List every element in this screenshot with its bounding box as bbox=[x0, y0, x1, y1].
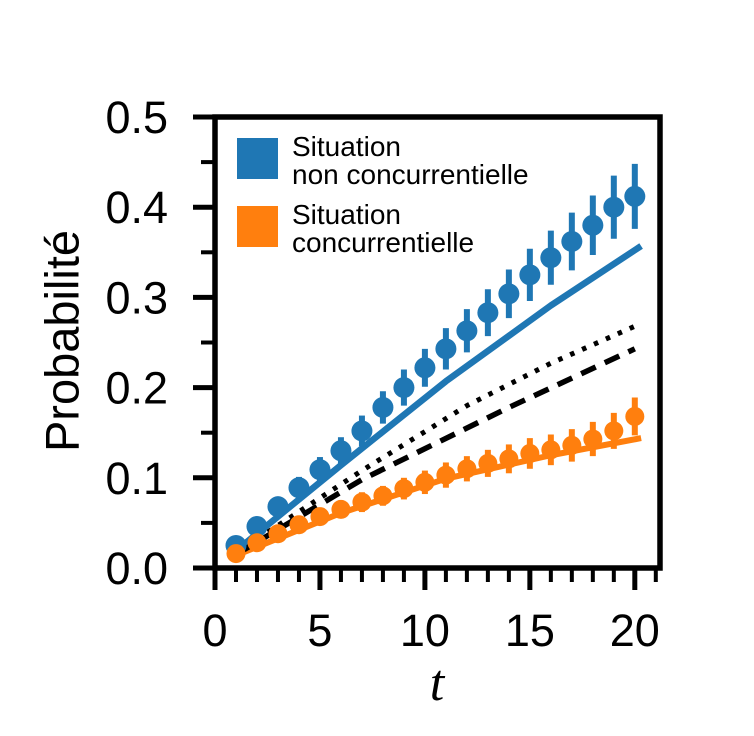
plot-area: 0 5 10 15 20 0.0 0.1 0.2 0.3 0.4 0.5 bbox=[105, 92, 663, 656]
x-tick-labels: 0 5 10 15 20 bbox=[202, 605, 659, 656]
y-tick-labels: 0.0 0.1 0.2 0.3 0.4 0.5 bbox=[105, 92, 168, 594]
orange-scatter-marker bbox=[352, 492, 372, 512]
black-dotted-line bbox=[255, 323, 636, 542]
blue-scatter-marker bbox=[477, 302, 499, 324]
legend-label-line2: non concurrentielle bbox=[292, 159, 529, 190]
orange-scatter-marker bbox=[289, 515, 309, 535]
orange-scatter-marker bbox=[541, 440, 561, 460]
x-ticks bbox=[212, 568, 658, 590]
orange-scatter-marker bbox=[583, 429, 603, 449]
y-tick-label: 0.4 bbox=[105, 182, 168, 233]
y-tick-label: 0.3 bbox=[105, 272, 168, 323]
axes-box bbox=[212, 114, 663, 571]
orange-scatter-marker bbox=[604, 421, 624, 441]
legend-swatch-orange bbox=[237, 206, 278, 247]
y-ticks bbox=[193, 114, 215, 571]
orange-scatter-marker bbox=[436, 465, 456, 485]
orange-scatter-marker bbox=[310, 507, 330, 527]
blue-scatter-marker bbox=[288, 477, 310, 499]
blue-scatter-marker bbox=[582, 214, 604, 236]
y-tick-label: 0.1 bbox=[105, 453, 168, 504]
blue-scatter-marker bbox=[603, 196, 625, 218]
series-blue-scatter bbox=[225, 163, 646, 556]
orange-scatter-marker bbox=[562, 435, 582, 455]
blue-line bbox=[233, 243, 643, 554]
blue-scatter-marker bbox=[624, 185, 646, 207]
series-black-dotted-line bbox=[255, 323, 636, 542]
blue-scatter-marker bbox=[309, 459, 331, 481]
legend-item-non-concurrentielle: Situation non concurrentielle bbox=[237, 131, 529, 190]
blue-scatter-marker bbox=[330, 440, 352, 462]
orange-scatter-marker bbox=[394, 479, 414, 499]
orange-scatter-marker bbox=[457, 459, 477, 479]
series-black-dashed-line bbox=[234, 346, 636, 557]
y-tick-label: 0.2 bbox=[105, 363, 168, 414]
orange-scatter-marker bbox=[247, 533, 267, 553]
y-tick-label: 0.5 bbox=[105, 92, 168, 143]
blue-scatter-marker bbox=[540, 247, 562, 269]
orange-scatter-marker bbox=[499, 449, 519, 469]
blue-scatter-marker bbox=[372, 396, 394, 418]
orange-scatter-marker bbox=[373, 486, 393, 506]
orange-scatter-marker bbox=[520, 443, 540, 463]
blue-scatter-marker bbox=[561, 230, 583, 252]
x-tick-label: 10 bbox=[400, 605, 450, 656]
x-tick-label: 5 bbox=[307, 605, 332, 656]
series-blue-line bbox=[233, 243, 643, 554]
blue-scatter-marker bbox=[456, 320, 478, 342]
legend-swatch-blue bbox=[237, 138, 278, 179]
blue-scatter-marker bbox=[351, 420, 373, 442]
legend-label-line2: concurrentielle bbox=[292, 227, 474, 258]
orange-scatter-marker bbox=[625, 406, 645, 426]
y-tick-label: 0.0 bbox=[105, 543, 168, 594]
series-orange-scatter bbox=[226, 397, 645, 564]
x-tick-label: 0 bbox=[202, 605, 227, 656]
blue-scatter-marker bbox=[267, 496, 289, 518]
orange-scatter-marker bbox=[478, 453, 498, 473]
blue-scatter-marker bbox=[246, 516, 268, 538]
blue-scatter-marker bbox=[519, 264, 541, 286]
y-axis-title: Probabilité bbox=[36, 230, 89, 452]
blue-scatter-marker bbox=[393, 377, 415, 399]
orange-scatter-marker bbox=[331, 499, 351, 519]
blue-scatter-marker bbox=[435, 338, 457, 360]
legend-label-line1: Situation bbox=[292, 199, 401, 230]
blue-scatter-marker bbox=[414, 357, 436, 379]
legend: Situation non concurrentielle Situation … bbox=[237, 131, 529, 258]
legend-label-line1: Situation bbox=[292, 131, 401, 162]
black-dashed-line bbox=[234, 346, 636, 557]
x-axis-title: t bbox=[430, 655, 446, 712]
legend-item-concurrentielle: Situation concurrentielle bbox=[237, 199, 474, 258]
x-tick-label: 15 bbox=[505, 605, 555, 656]
orange-scatter-marker bbox=[226, 544, 246, 564]
blue-scatter-marker bbox=[498, 283, 520, 305]
x-tick-label: 20 bbox=[610, 605, 660, 656]
orange-scatter-marker bbox=[415, 472, 435, 492]
orange-scatter-marker bbox=[268, 524, 288, 544]
